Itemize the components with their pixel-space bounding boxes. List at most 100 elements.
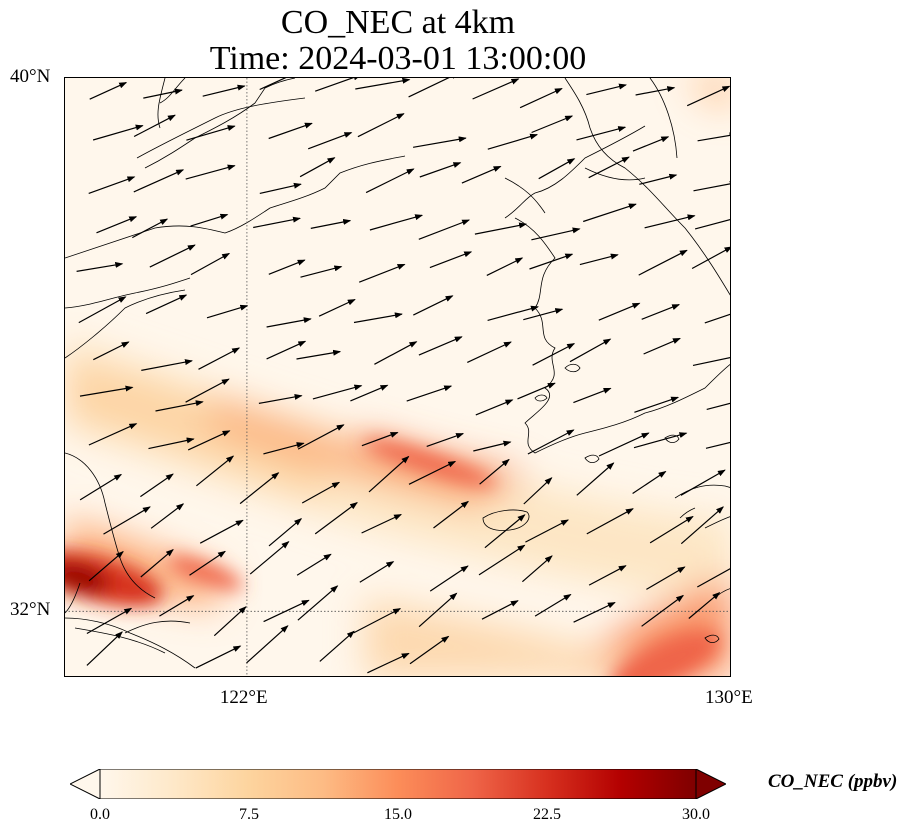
wind-arrow: [426, 433, 465, 447]
wind-arrow: [268, 122, 313, 140]
map-title-line2: Time: 2024-03-01 13:00:00: [209, 40, 587, 77]
wind-arrow: [353, 608, 402, 634]
wind-arrow: [697, 132, 730, 142]
wind-arrow: [538, 158, 576, 180]
wind-arrow: [93, 341, 130, 361]
wind-arrow: [704, 313, 730, 324]
wind-arrow: [588, 565, 627, 586]
wind-arrow: [481, 600, 519, 620]
wind-arrow: [186, 125, 236, 141]
wind-arrow: [310, 219, 352, 229]
wind-arrow: [141, 359, 193, 371]
wind-arrow: [586, 83, 627, 96]
wind-arrow: [527, 429, 575, 455]
wind-arrow: [522, 555, 553, 583]
wind-arrow: [433, 500, 469, 529]
wind-arrow: [649, 515, 694, 544]
wind-arrow: [519, 87, 563, 109]
colorbar-label: CO_NEC (ppbv): [768, 771, 898, 792]
wind-arrow: [76, 261, 124, 272]
wind-arrow: [641, 304, 681, 320]
wind-arrow: [408, 460, 457, 485]
wind-arrow: [268, 259, 306, 275]
wind-arrow: [143, 88, 183, 99]
wind-arrow: [359, 561, 395, 583]
wind-arrow: [268, 518, 303, 547]
wind-arrow: [688, 592, 721, 619]
wind-arrow: [680, 469, 726, 496]
wind-arrow: [263, 599, 310, 623]
wind-arrow: [300, 265, 343, 278]
wind-arrow: [196, 455, 235, 487]
wind-arrow: [314, 78, 362, 92]
map-canvas: [65, 78, 730, 676]
wind-arrow: [185, 164, 236, 180]
wind-arrow: [365, 168, 415, 194]
wind-arrow: [307, 132, 353, 150]
wind-arrow: [576, 126, 627, 141]
wind-arrow: [246, 625, 289, 664]
wind-arrow: [534, 593, 572, 617]
wind-arrow: [367, 652, 410, 674]
wind-arrow: [202, 84, 246, 97]
wind-arrow: [583, 203, 637, 223]
wind-arrow: [263, 442, 305, 455]
lon-tick-label: 130°E: [705, 687, 753, 708]
wind-arrow: [461, 165, 502, 184]
wind-arrow: [429, 251, 473, 269]
coastlines: [65, 78, 730, 669]
wind-arrow: [579, 253, 619, 266]
wind-vectors: [76, 78, 730, 674]
wind-arrow: [418, 219, 471, 240]
wind-arrow: [258, 393, 303, 404]
wind-arrow: [588, 156, 630, 179]
wind-arrow: [355, 78, 411, 90]
wind-arrow: [159, 595, 195, 617]
wind-arrow: [103, 506, 151, 535]
wind-arrow: [368, 455, 410, 493]
wind-arrow: [187, 430, 231, 451]
wind-arrow: [598, 302, 641, 321]
wind-arrow: [353, 312, 403, 324]
wind-arrow: [350, 384, 389, 402]
colorbar-extend-max: [695, 769, 726, 799]
colorbar-tick-label: 30.0: [682, 806, 710, 823]
wind-arrow: [199, 519, 244, 544]
wind-arrow: [639, 173, 678, 185]
wind-arrow: [517, 382, 556, 400]
map-title-line1: CO_NEC at 4km: [280, 4, 516, 41]
wind-arrow: [633, 432, 688, 449]
wind-arrow: [133, 114, 176, 138]
wind-arrow: [697, 568, 730, 588]
wind-arrow: [644, 214, 696, 229]
wind-arrow: [641, 594, 685, 627]
wind-arrow: [473, 440, 512, 452]
wind-arrow: [259, 78, 287, 91]
wind-arrow: [86, 607, 133, 635]
wind-arrow: [419, 162, 462, 178]
colorbar-tick-label: 0.0: [90, 806, 110, 823]
wind-arrow: [296, 553, 332, 576]
wind-arrow: [479, 458, 510, 485]
wind-arrow: [429, 565, 469, 592]
wind-arrow: [358, 263, 406, 283]
wind-arrow: [472, 78, 520, 100]
wind-arrow: [598, 432, 650, 457]
wind-arrow: [140, 548, 174, 578]
wind-arrow: [686, 85, 730, 107]
wind-arrow: [531, 115, 574, 134]
wind-arrow: [86, 631, 123, 666]
wind-arrow: [529, 253, 574, 270]
wind-arrow: [467, 341, 512, 363]
wind-arrow: [486, 257, 524, 276]
wind-arrow: [150, 503, 185, 529]
wind-arrow: [634, 396, 680, 413]
wind-arrow: [314, 502, 358, 535]
wind-arrow: [78, 296, 127, 324]
wind-arrow: [195, 645, 242, 669]
map-panel: [64, 77, 731, 677]
wind-arrow: [632, 470, 667, 494]
wind-arrow: [412, 136, 467, 148]
wind-arrow: [239, 472, 280, 505]
wind-arrow: [249, 541, 290, 575]
